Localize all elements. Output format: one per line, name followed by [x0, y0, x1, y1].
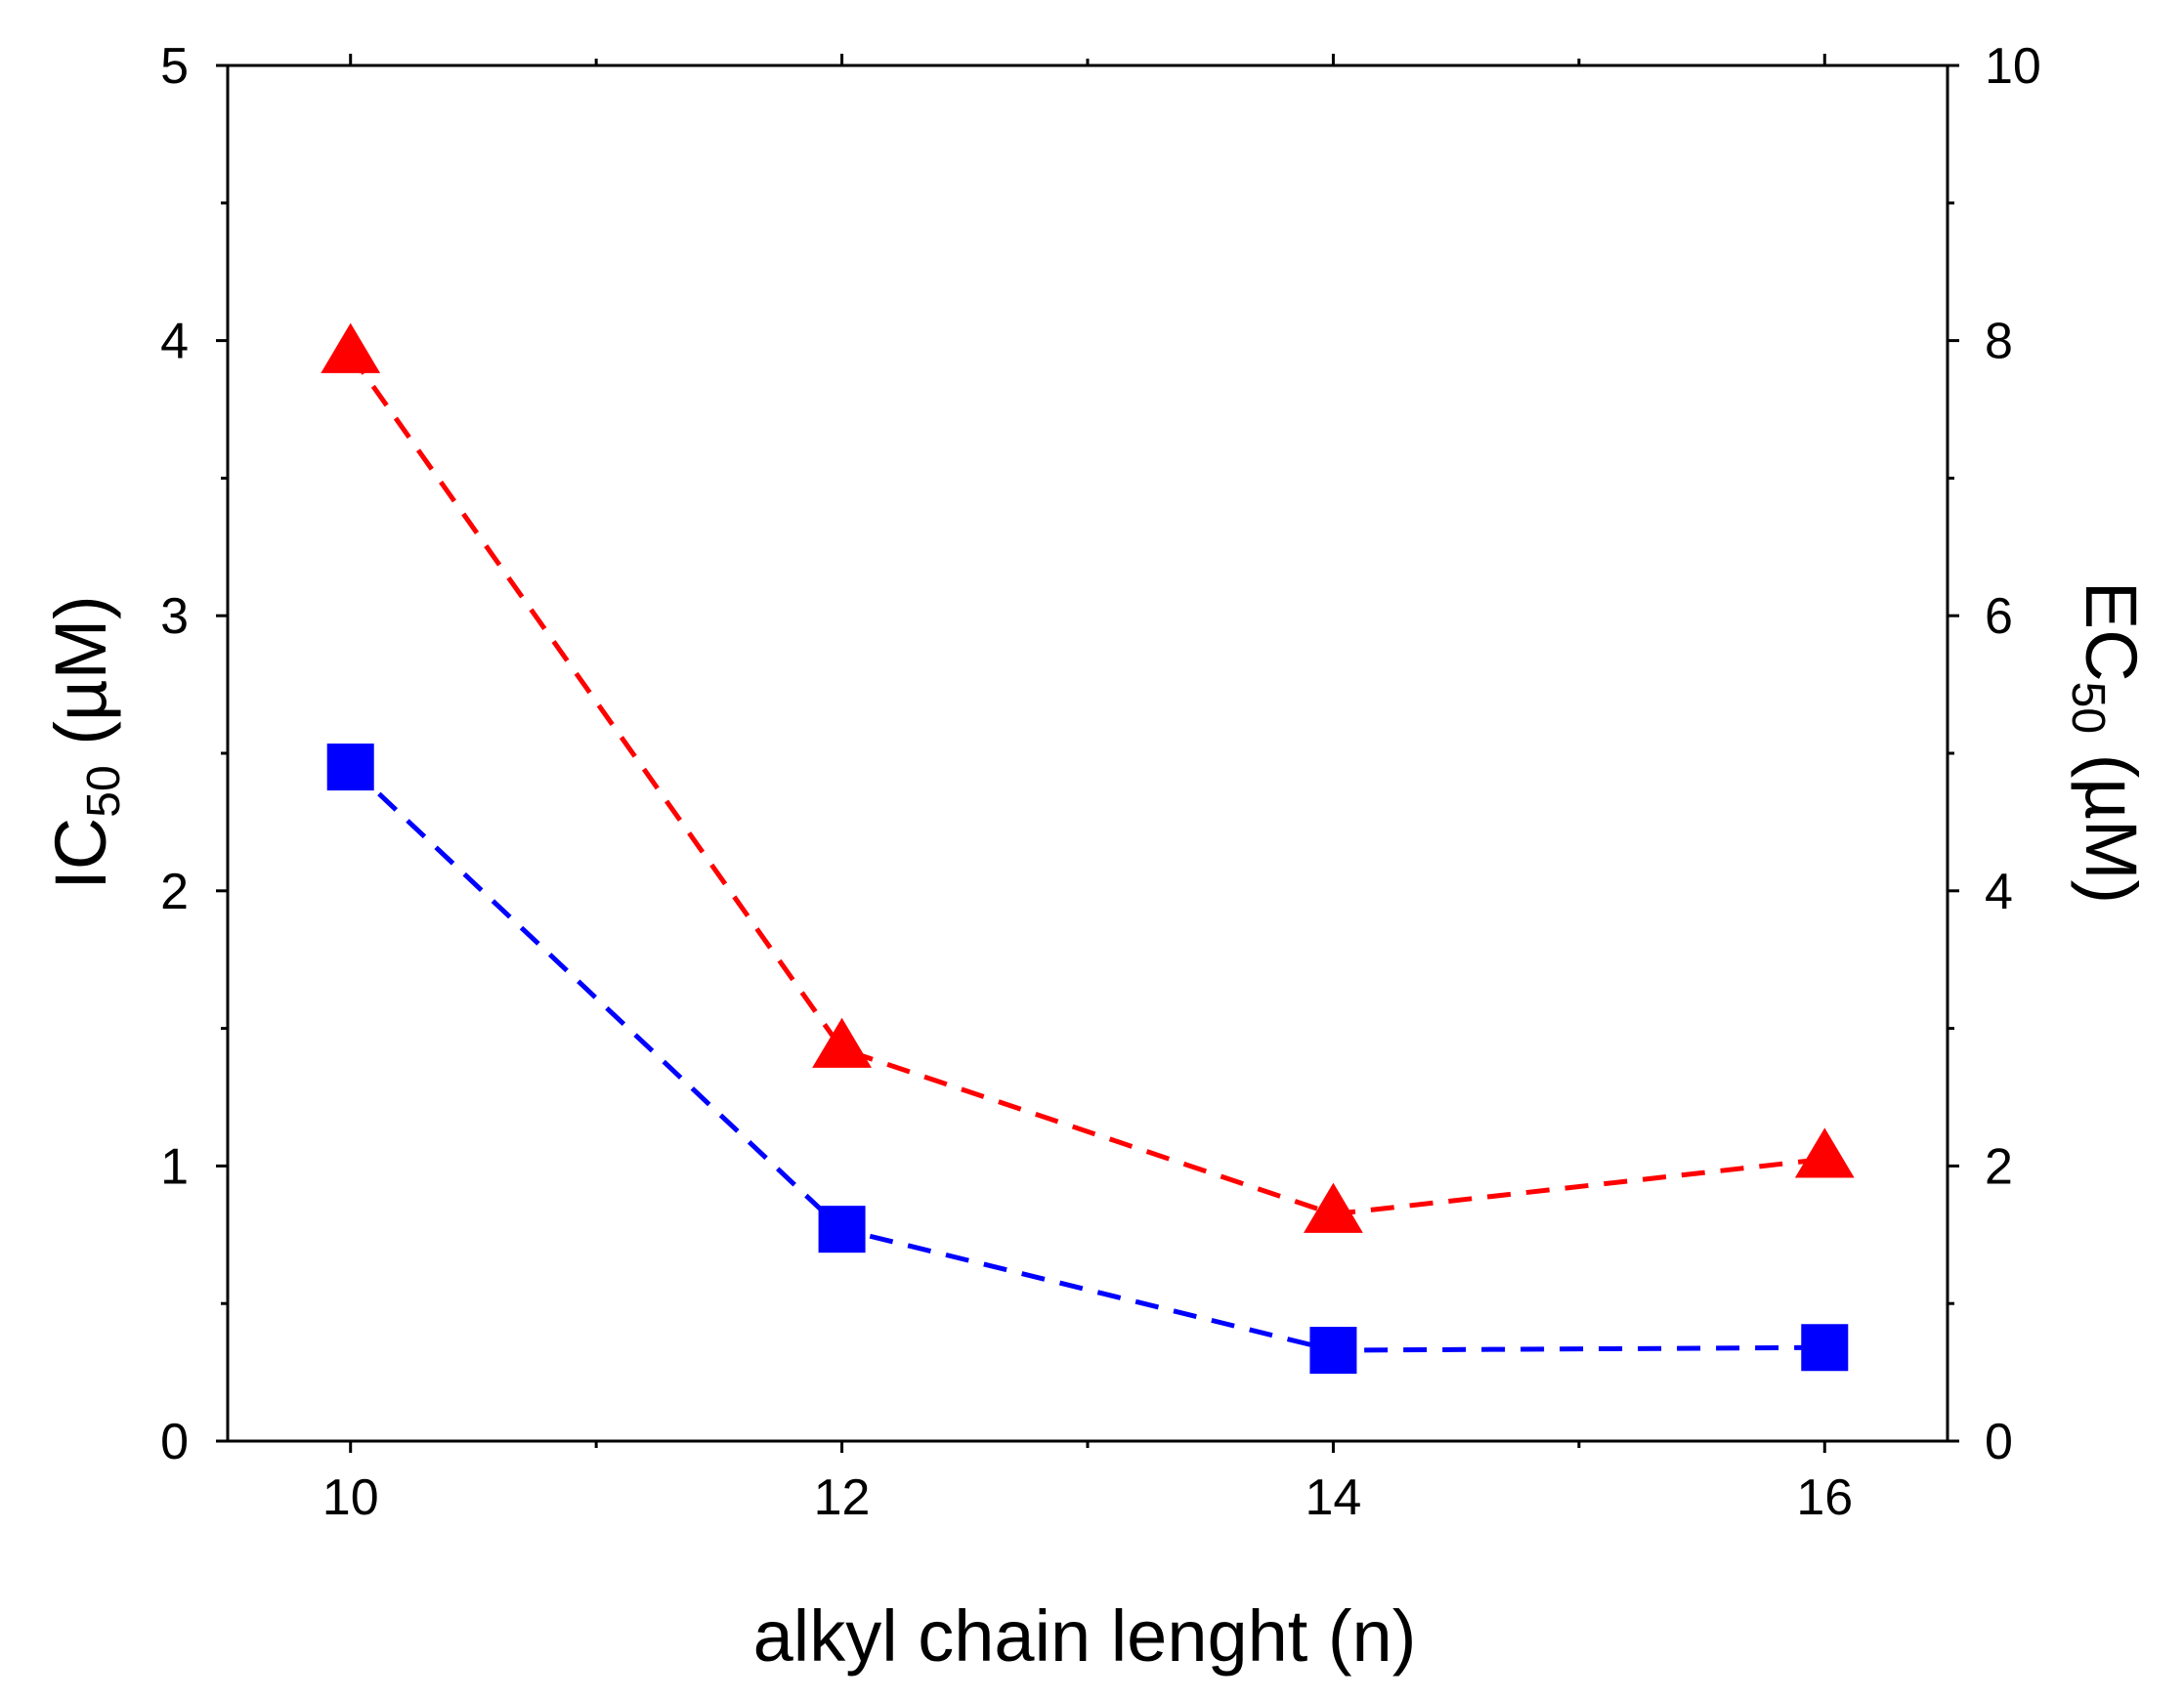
series-line-ec50 — [348, 353, 1825, 1217]
x-tick-label: 16 — [1796, 1469, 1853, 1526]
data-point-ic50 — [1801, 1324, 1849, 1372]
data-point-ec50 — [1304, 1182, 1363, 1233]
plot-frame — [226, 64, 1949, 1443]
svg-text:EC50 (µM): EC50 (µM) — [2062, 581, 2152, 904]
y-tick-label: 1 — [160, 1138, 189, 1195]
y-tick-label: 0 — [160, 1414, 189, 1470]
y2-tick-label: 0 — [1985, 1414, 2013, 1470]
data-point-ic50 — [326, 744, 374, 791]
x-axis-title: alkyl chain lenght (n) — [753, 1595, 1417, 1677]
x-tick-label: 10 — [322, 1469, 379, 1526]
y-tick-label: 4 — [160, 314, 189, 370]
y2-axis-title-sub: 50 — [2062, 682, 2114, 734]
y2-tick-label: 4 — [1985, 864, 2013, 920]
data-point-ic50 — [1309, 1327, 1357, 1375]
y-tick-label: 5 — [160, 38, 189, 95]
y2-tick-label: 8 — [1985, 314, 2013, 370]
y2-tick-label: 6 — [1985, 588, 2013, 645]
y2-axis-title: EC50 (µM) — [2062, 581, 2152, 904]
series-layer — [321, 322, 1855, 1375]
y2-tick-label: 2 — [1985, 1138, 2013, 1195]
x-tick-label: 14 — [1306, 1469, 1362, 1526]
data-point-ec50 — [1794, 1127, 1855, 1178]
data-point-ic50 — [818, 1206, 866, 1254]
y-axis-title-sub: 50 — [78, 765, 130, 817]
svg-text:IC50 (µM): IC50 (µM) — [40, 595, 130, 890]
y-tick-label: 2 — [160, 864, 189, 920]
x-tick-label: 12 — [814, 1469, 871, 1526]
y2-axis-title-unit: (µM) — [2071, 734, 2152, 904]
y-axis-title-main: IC — [40, 818, 121, 890]
y-axis-title-unit: (µM) — [40, 595, 121, 765]
data-point-ec50 — [321, 322, 381, 373]
y-axis-title: IC50 (µM) — [40, 595, 130, 890]
y-tick-label: 3 — [160, 588, 189, 645]
data-point-ec50 — [812, 1017, 872, 1068]
y2-axis-title-main: EC — [2071, 581, 2152, 682]
series-line-ic50 — [349, 765, 1825, 1353]
y2-tick-label: 10 — [1985, 38, 2041, 95]
